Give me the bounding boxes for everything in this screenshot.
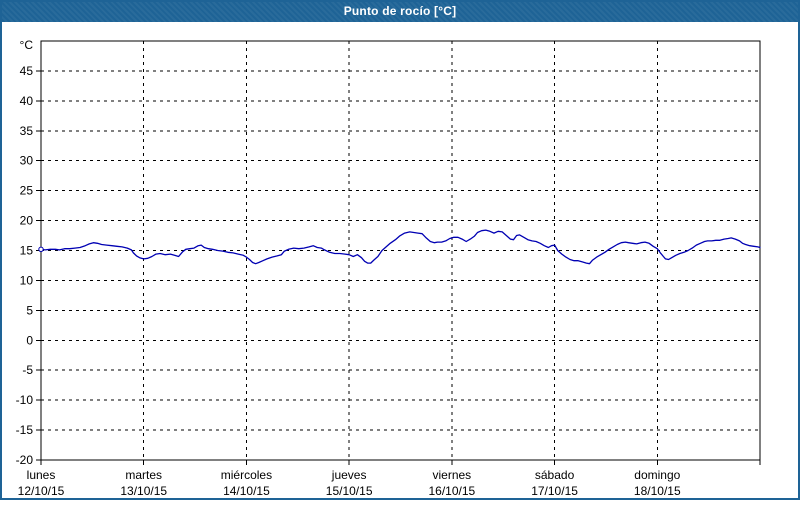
svg-text:-15: -15	[16, 423, 34, 437]
svg-text:12/10/15: 12/10/15	[18, 484, 65, 498]
svg-text:jueves: jueves	[331, 468, 367, 482]
svg-text:domingo: domingo	[634, 468, 680, 482]
svg-text:lunes: lunes	[27, 468, 56, 482]
svg-text:martes: martes	[125, 468, 162, 482]
svg-text:15: 15	[20, 244, 34, 258]
svg-text:-10: -10	[16, 393, 34, 407]
svg-text:25: 25	[20, 184, 34, 198]
svg-text:0: 0	[26, 333, 33, 347]
svg-text:16/10/15: 16/10/15	[428, 484, 475, 498]
svg-text:°C: °C	[20, 38, 34, 52]
svg-text:-20: -20	[16, 453, 34, 467]
chart-title: Punto de rocío [°C]	[343, 4, 457, 18]
svg-text:-5: -5	[22, 363, 33, 377]
svg-text:30: 30	[20, 154, 34, 168]
svg-text:10: 10	[20, 273, 34, 287]
svg-text:5: 5	[26, 303, 33, 317]
chart-area: -20 -15 -10 -5 0 5 10 15 20 25 30 35 40 45 °C lunes 12/1…	[0, 22, 800, 500]
svg-text:13/10/15: 13/10/15	[120, 484, 167, 498]
svg-text:viernes: viernes	[433, 468, 472, 482]
title-bar: Punto de rocío [°C]	[0, 0, 800, 22]
dew-point-line-chart: -20 -15 -10 -5 0 5 10 15 20 25 30 35 40 45 °C lunes 12/1…	[16, 38, 761, 498]
svg-text:35: 35	[20, 124, 34, 138]
svg-text:sábado: sábado	[535, 468, 575, 482]
svg-text:40: 40	[20, 94, 34, 108]
svg-text:45: 45	[20, 64, 34, 78]
svg-text:20: 20	[20, 214, 34, 228]
svg-text:17/10/15: 17/10/15	[531, 484, 578, 498]
svg-text:15/10/15: 15/10/15	[326, 484, 373, 498]
svg-text:18/10/15: 18/10/15	[634, 484, 681, 498]
svg-text:14/10/15: 14/10/15	[223, 484, 270, 498]
svg-text:miércoles: miércoles	[221, 468, 272, 482]
